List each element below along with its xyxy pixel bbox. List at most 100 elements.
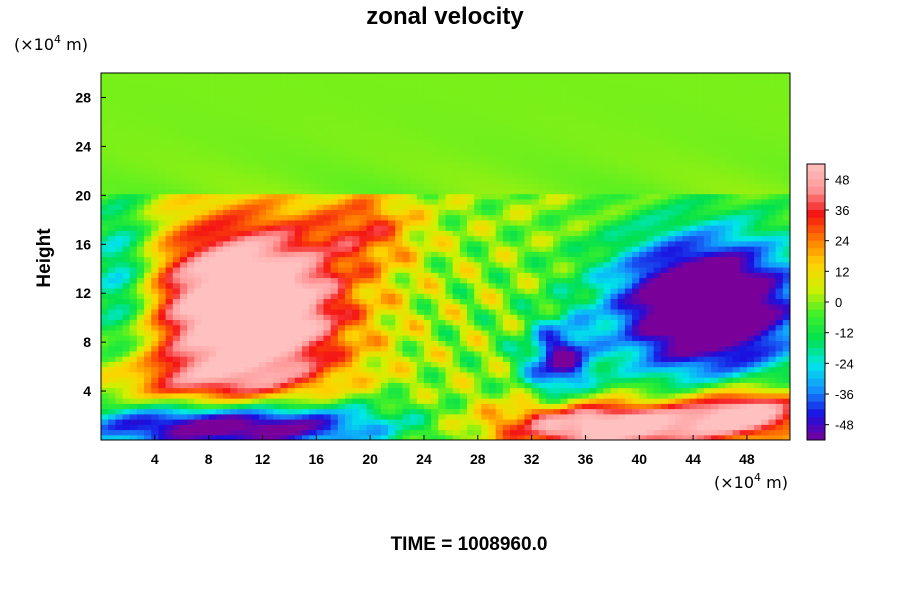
heatmap-cell [208,314,217,321]
heatmap-cell [309,88,317,95]
heatmap-cell [273,125,282,132]
heatmap-cell [459,314,468,321]
heatmap-cell [194,382,203,389]
heatmap-cell [223,83,231,90]
heatmap-cell [553,209,561,216]
heatmap-cell [495,387,504,394]
heatmap-cell [495,429,504,436]
heatmap-cell [244,230,253,237]
heatmap-cell [172,114,181,121]
heatmap-cell [495,225,504,231]
heatmap-cell [545,151,554,158]
heatmap-cell [517,73,526,79]
heatmap-cell [531,329,540,336]
heatmap-cell [122,251,131,258]
heatmap-cell [431,277,439,284]
heatmap-cell [179,387,188,394]
heatmap-cell [223,282,231,289]
heatmap-cell [488,251,497,258]
heatmap-cell [431,361,439,368]
heatmap-cell [538,162,547,168]
heatmap-cell [366,413,375,420]
heatmap-cell [452,151,461,158]
heatmap-cell [524,272,533,279]
heatmap-cell [445,219,454,226]
heatmap-cell [589,188,597,195]
heatmap-cell [237,434,246,440]
heatmap-cell [337,246,346,252]
heatmap-cell [309,135,317,142]
heatmap-cell [309,177,317,184]
heatmap-cell [596,419,604,425]
heatmap-cell [165,88,174,95]
heatmap-cell [101,120,109,127]
heatmap-cell [366,350,375,357]
heatmap-cell [467,298,475,305]
heatmap-cell [237,398,246,404]
heatmap-cell [488,434,497,440]
heatmap-cell [266,429,274,436]
heatmap-cell [301,324,310,331]
heatmap-cell [610,303,619,310]
heatmap-cell [223,356,231,362]
heatmap-cell [502,398,511,404]
heatmap-cell [144,366,152,373]
heatmap-cell [524,335,533,341]
heatmap-cell [287,146,296,153]
heatmap-cell [352,240,360,247]
heatmap-cell [237,109,246,116]
heatmap-cell [445,125,454,132]
heatmap-cell [330,424,339,431]
heatmap-cell [115,230,124,237]
heatmap-cell [215,408,224,415]
heatmap-cell [531,172,540,179]
heatmap-cell [395,419,404,425]
heatmap-cell [510,125,518,132]
heatmap-cell [373,99,382,106]
heatmap-cell [603,424,612,431]
heatmap-cell [416,130,425,137]
heatmap-cell [459,125,468,132]
heatmap-cell [301,345,310,352]
heatmap-cell [553,382,561,389]
heatmap-cell [388,324,396,331]
heatmap-cell [187,188,195,195]
heatmap-cell [589,356,597,362]
heatmap-cell [596,319,604,326]
heatmap-cell [510,277,518,284]
heatmap-cell [524,345,533,352]
heatmap-cell [223,308,231,315]
heatmap-cell [287,429,296,436]
heatmap-cell [388,293,396,300]
heatmap-cell [596,198,604,205]
heatmap-cell [545,214,554,221]
heatmap-cell [244,287,253,294]
heatmap-cell [136,172,145,179]
heatmap-cell [201,298,210,305]
heatmap-cell [101,277,109,284]
heatmap-cell [502,251,511,258]
heatmap-cell [294,104,303,111]
heatmap-cell [258,188,267,195]
heatmap-cell [373,83,382,90]
heatmap-cell [301,392,310,399]
heatmap-cell [115,350,124,357]
heatmap-cell [323,319,332,326]
heatmap-cell [230,282,238,289]
heatmap-cell [409,162,418,168]
heatmap-cell [115,319,124,326]
heatmap-cell [603,377,612,383]
heatmap-cell [538,209,547,216]
heatmap-cell [151,193,160,200]
heatmap-cell [581,424,590,431]
heatmap-cell [101,135,109,142]
heatmap-cell [230,413,238,420]
heatmap-cell [459,287,468,294]
heatmap-cell [567,219,576,226]
heatmap-cell [538,319,547,326]
heatmap-cell [337,398,346,404]
heatmap-cell [129,261,138,268]
heatmap-cell [129,209,138,216]
heatmap-cell [223,329,231,336]
heatmap-cell [423,303,432,310]
